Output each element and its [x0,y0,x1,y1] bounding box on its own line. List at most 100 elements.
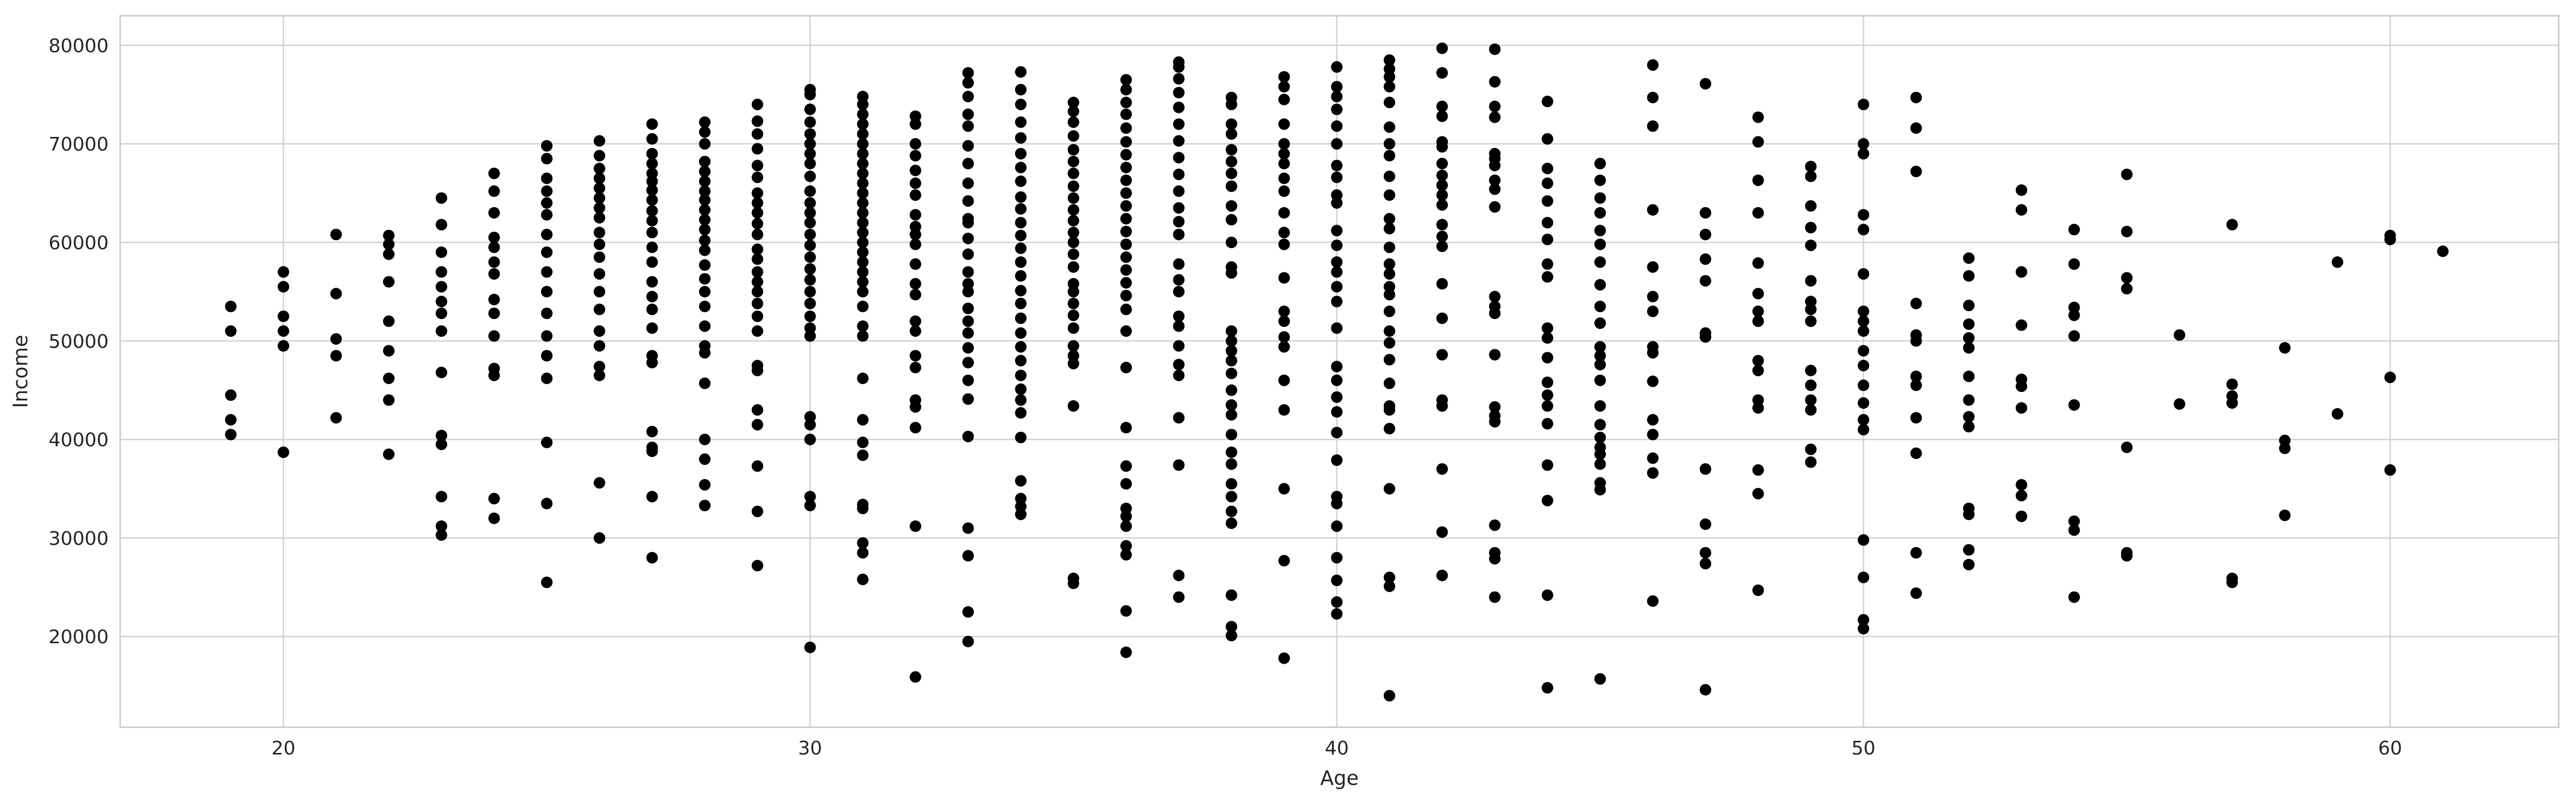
data-point [1752,402,1764,414]
data-point [1331,197,1343,209]
data-point [1173,412,1185,424]
data-point [383,394,395,406]
data-point [225,389,237,401]
data-point [1225,409,1237,421]
data-point [699,204,711,216]
data-point [1858,414,1870,426]
data-point [1383,189,1395,201]
data-point [1594,341,1606,353]
data-point [383,229,395,241]
data-point [1963,544,1975,556]
data-point [857,256,869,268]
data-point [1225,345,1237,357]
data-point [751,559,764,571]
data-point [1910,122,1922,134]
data-point [1436,463,1448,475]
data-point [857,301,869,313]
data-point [751,276,764,288]
data-point [1752,464,1764,476]
data-point [2016,319,2028,331]
data-point [1910,91,1922,103]
data-point [1858,614,1870,626]
data-point [1120,540,1132,552]
data-point [436,192,448,204]
data-point [1331,575,1343,587]
data-point [1436,219,1448,231]
data-point [699,126,711,138]
data-point [699,194,711,206]
y-tick-label: 50000 [48,331,109,353]
data-point [857,437,869,449]
data-point [1278,157,1290,169]
data-point [804,641,816,653]
data-point [1647,120,1659,132]
data-point [1331,281,1343,293]
data-point [1067,144,1079,156]
data-point [1805,171,1817,183]
x-tick-label: 50 [1851,738,1875,759]
data-point [1700,558,1712,570]
data-point [909,520,921,532]
data-point [1120,549,1132,561]
data-point [2016,479,2028,491]
data-point [593,477,606,489]
data-point [646,227,658,239]
data-point [646,205,658,217]
data-point [1331,239,1343,251]
data-point [1594,448,1606,460]
data-point [1383,580,1395,592]
data-point [1225,214,1237,226]
data-point [751,266,764,278]
data-point [1015,394,1027,406]
data-point [1805,456,1817,468]
data-point [1752,207,1764,219]
x-tick-labels: 20 30 40 50 60 [271,738,2402,759]
data-point [488,307,500,320]
data-point [436,219,448,231]
data-point [1331,374,1343,386]
data-point [804,157,816,169]
data-point [1225,367,1237,379]
data-point [699,285,711,297]
data-point [1067,340,1079,352]
data-point [1594,192,1606,204]
data-point [540,497,553,509]
data-point [909,164,921,176]
data-point [1594,349,1606,362]
data-point [1278,172,1290,184]
data-point [857,330,869,342]
data-point [1331,596,1343,608]
data-point [1436,240,1448,252]
data-point [436,295,448,307]
data-point [1278,185,1290,197]
data-point [1015,162,1027,174]
data-point [2068,524,2080,536]
data-point [1120,646,1132,658]
data-point [1489,100,1501,112]
data-point [699,165,711,177]
data-point [1278,238,1290,250]
data-point [646,256,658,268]
data-point [1752,584,1764,596]
data-point [804,239,816,251]
data-point [1436,526,1448,538]
data-point [1383,150,1395,162]
data-point [1647,452,1659,464]
data-point [1173,118,1185,130]
data-point [2121,550,2133,562]
data-point [1594,358,1606,370]
y-tick-label: 80000 [48,35,109,57]
data-point [1647,291,1659,303]
data-point [593,251,606,263]
x-tick-label: 60 [2378,738,2402,759]
data-point [1858,138,1870,150]
data-point [1594,374,1606,386]
data-point [804,433,816,445]
data-point [1752,136,1764,148]
data-point [593,360,606,373]
data-point [857,285,869,297]
data-point [488,512,500,524]
data-point [1067,322,1079,334]
data-point [2174,398,2186,410]
data-point [1858,209,1870,221]
